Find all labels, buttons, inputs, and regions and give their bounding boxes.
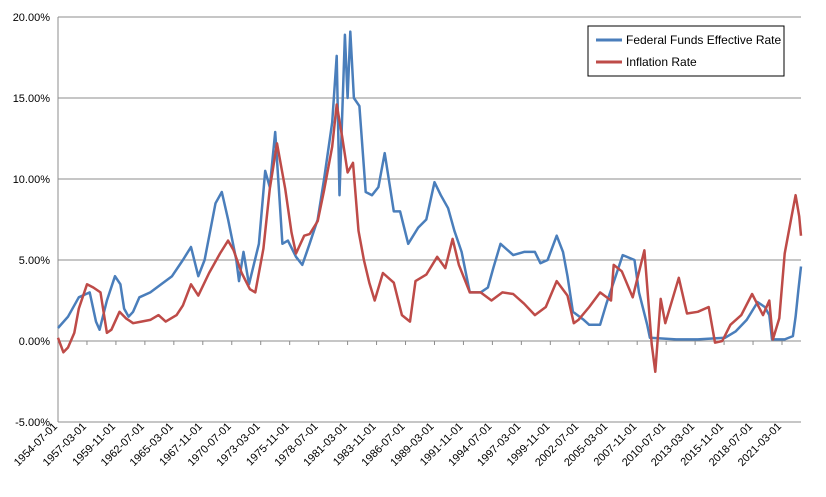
x-axis: 1954-07-011957-03-011959-11-011962-07-01… (12, 341, 784, 469)
series-line-inflation (56, 103, 803, 374)
series-line-federal-funds (57, 30, 803, 341)
y-axis: -5.00% 0.00% 5.00% 10.00% 15.00% 20.00% (13, 12, 51, 429)
series-lines (56, 30, 803, 374)
legend: Federal Funds Effective Rate Inflation R… (587, 25, 785, 77)
y-tick-label: 10.00% (13, 174, 51, 186)
y-tick-label: 20.00% (13, 12, 51, 24)
y-tick-label: -5.00% (15, 417, 50, 429)
legend-label-federal-funds: Federal Funds Effective Rate (626, 33, 782, 47)
legend-label-inflation: Inflation Rate (626, 55, 697, 69)
y-tick-label: 15.00% (13, 93, 51, 105)
gridlines (57, 16, 801, 423)
legend-box (587, 25, 785, 77)
y-tick-label: 0.00% (19, 336, 50, 348)
y-tick-label: 5.00% (19, 255, 50, 267)
